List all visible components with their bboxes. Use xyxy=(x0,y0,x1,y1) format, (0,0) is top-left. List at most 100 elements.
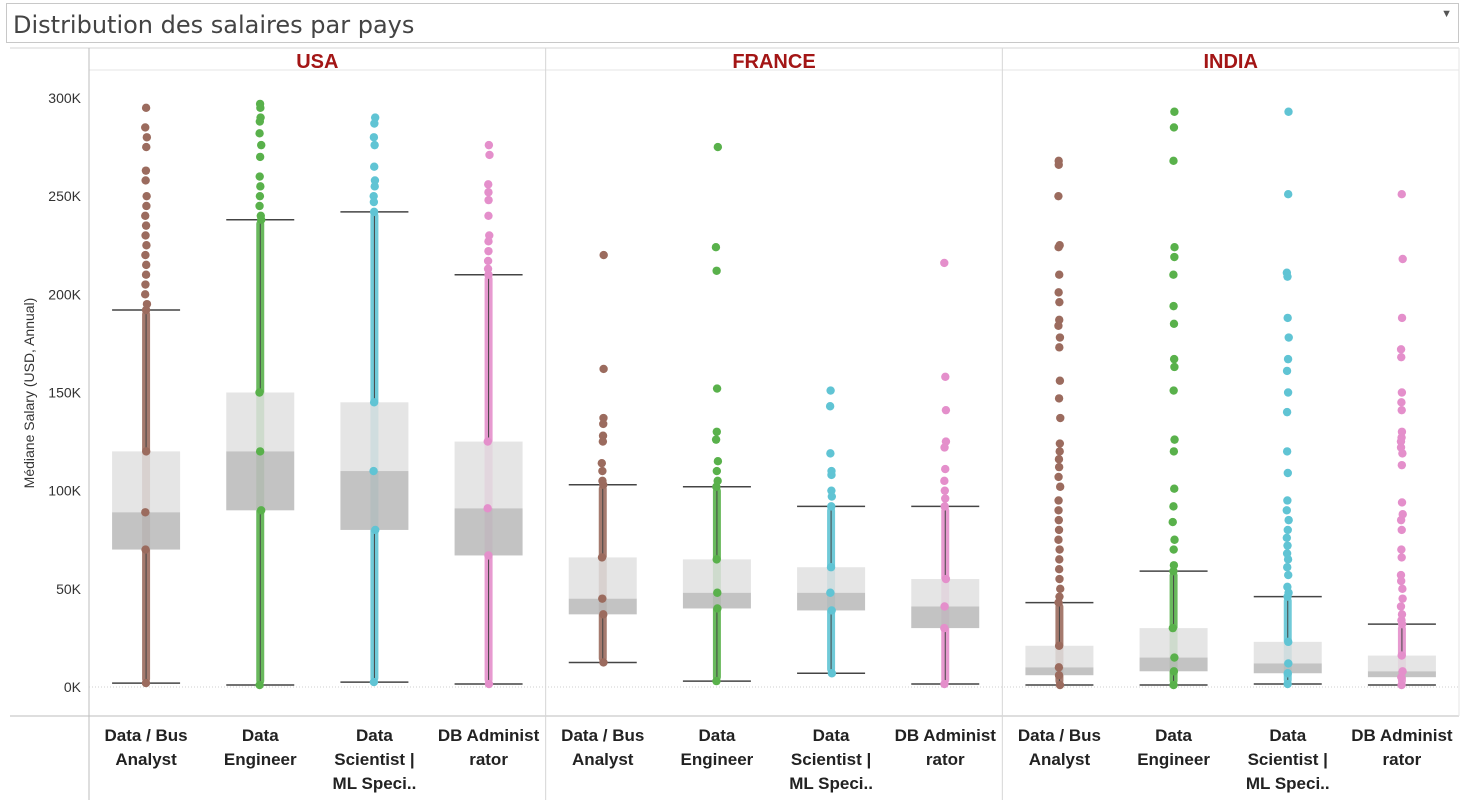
outlier-point xyxy=(141,123,150,132)
outlier-point xyxy=(1169,386,1178,395)
box-upper xyxy=(1139,628,1208,658)
box-usa-data-scientist-ml-speci xyxy=(340,113,409,687)
outlier-point xyxy=(142,133,152,142)
data-point xyxy=(1055,680,1065,690)
outlier-point xyxy=(1397,352,1406,362)
data-point xyxy=(141,545,150,554)
outlier-point xyxy=(712,427,721,436)
outlier-point xyxy=(484,188,493,197)
data-point xyxy=(141,678,151,688)
outlier-point xyxy=(1055,439,1065,448)
chevron-down-icon[interactable]: ▼ xyxy=(1441,8,1452,20)
outlier-point xyxy=(141,231,150,240)
outlier-point xyxy=(1054,321,1063,330)
outlier-point xyxy=(1397,190,1406,199)
outlier-point xyxy=(1283,190,1293,199)
outlier-point xyxy=(1168,517,1177,527)
x-category-label: Data / Bus xyxy=(105,726,188,745)
outlier-point xyxy=(1396,602,1406,611)
x-category-label: rator xyxy=(926,750,965,769)
outlier-point xyxy=(1397,553,1406,562)
box-upper xyxy=(226,392,295,452)
outlier-point xyxy=(1055,545,1064,554)
outlier-point xyxy=(484,237,493,246)
outlier-point xyxy=(256,211,265,220)
outlier-point xyxy=(1398,584,1407,594)
outlier-point xyxy=(1170,362,1179,372)
title-bar[interactable]: Distribution des salaires par pays ▼ xyxy=(6,3,1459,43)
outlier-point xyxy=(1054,191,1063,201)
outlier-point xyxy=(255,129,264,138)
data-point xyxy=(484,551,493,560)
outlier-point xyxy=(1396,576,1406,586)
outlier-point xyxy=(255,117,265,126)
outlier-point xyxy=(598,476,607,486)
data-point xyxy=(1284,637,1293,647)
outlier-point xyxy=(940,443,949,452)
x-category-label: ML Speci.. xyxy=(1246,774,1330,793)
outlier-point xyxy=(142,260,151,270)
data-point xyxy=(369,398,379,407)
outlier-point xyxy=(827,492,837,501)
outlier-point xyxy=(597,458,606,468)
data-point xyxy=(597,553,607,562)
outlier-point xyxy=(1284,333,1293,342)
outlier-point xyxy=(1054,455,1064,464)
outlier-point xyxy=(713,457,723,466)
outlier-point xyxy=(1283,388,1293,397)
outlier-point xyxy=(141,250,150,260)
data-point xyxy=(369,207,379,217)
x-category-label: Data xyxy=(698,726,735,745)
outlier-point xyxy=(370,182,379,191)
box-france-data-bus-analyst xyxy=(568,250,637,667)
outlier-point xyxy=(940,486,950,495)
outlier-point xyxy=(1283,468,1293,478)
outlier-point xyxy=(1169,447,1179,456)
outlier-point xyxy=(370,140,379,150)
outlier-point xyxy=(142,241,151,250)
box-upper xyxy=(340,402,409,472)
outlier-point xyxy=(1283,563,1292,572)
data-point xyxy=(256,506,266,515)
outlier-point xyxy=(484,140,494,150)
outlier-point xyxy=(485,150,494,160)
y-axis: 0K 50K 100K 150K 200K 250K 300K xyxy=(48,90,81,695)
outlier-point xyxy=(1170,535,1179,544)
x-category-label: Data xyxy=(242,726,279,745)
x-category-label: Analyst xyxy=(1029,750,1091,769)
outlier-point xyxy=(370,162,379,171)
outlier-point xyxy=(141,166,151,175)
outlier-point xyxy=(141,270,151,279)
outlier-point xyxy=(1054,462,1064,472)
data-point xyxy=(1054,671,1064,680)
outlier-point xyxy=(1397,388,1407,397)
outlier-point xyxy=(941,372,950,381)
outlier-point xyxy=(1397,525,1406,535)
data-point xyxy=(1284,659,1293,668)
box-france-data-scientist-ml-speci xyxy=(797,386,866,678)
box-lower xyxy=(454,508,523,556)
y-axis-label: Médiane Salary (USD, Annual) xyxy=(21,298,37,489)
outlier-point xyxy=(1055,482,1065,491)
outlier-point xyxy=(1054,506,1063,515)
data-point xyxy=(141,508,150,517)
data-point xyxy=(369,466,378,476)
outlier-point xyxy=(141,211,150,220)
outlier-point xyxy=(940,258,949,268)
panel-title: USA xyxy=(296,51,338,73)
box-lower xyxy=(1139,657,1208,672)
data-point xyxy=(1169,667,1179,676)
box-upper xyxy=(112,451,181,513)
data-point xyxy=(713,588,722,597)
box-upper xyxy=(454,441,523,509)
x-category-label: Data / Bus xyxy=(1018,726,1101,745)
outlier-point xyxy=(1282,533,1292,542)
outlier-point xyxy=(1397,616,1406,625)
data-point xyxy=(142,447,151,456)
x-category-label: Engineer xyxy=(681,750,754,769)
x-category-label: rator xyxy=(1383,750,1422,769)
outlier-point xyxy=(1055,343,1064,352)
outlier-point xyxy=(598,431,608,440)
outlier-point xyxy=(1170,107,1179,116)
